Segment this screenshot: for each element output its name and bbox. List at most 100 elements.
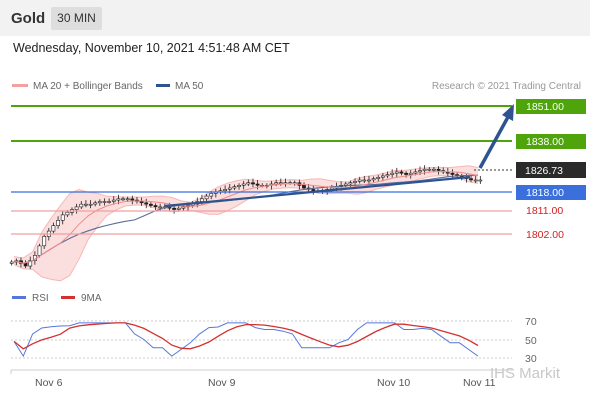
rsi-legend-swatch: [12, 296, 26, 299]
resistance-1-value: 1838.00: [526, 136, 564, 148]
candle-body: [200, 198, 204, 202]
candle-body: [478, 179, 483, 182]
candle-body: [371, 178, 376, 181]
copyright-text: Research © 2021 Trading Central: [432, 81, 581, 92]
candle-body: [278, 182, 283, 184]
bollinger-legend-label: MA 20 + Bollinger Bands: [33, 81, 143, 92]
support-1-value: 1811.00: [526, 205, 563, 217]
candle-body: [125, 198, 130, 201]
candle-body: [422, 168, 427, 171]
candle-body: [97, 201, 102, 204]
candle-body: [237, 185, 241, 187]
chart-datetime: Wednesday, November 10, 2021 4:51:48 AM …: [13, 41, 290, 55]
candle-body: [88, 203, 93, 206]
candle-body: [37, 245, 42, 256]
rsi-legend-label: RSI: [32, 293, 49, 304]
candle-body: [23, 262, 28, 267]
candle-body: [255, 183, 260, 186]
pivot-value: 1818.00: [526, 187, 564, 199]
rsi-ma-legend-swatch: [61, 296, 75, 299]
rsi-line: [13, 322, 479, 358]
candle-body: [436, 168, 441, 171]
candle-body: [427, 168, 432, 171]
candle-body: [51, 225, 56, 232]
candle-body: [60, 214, 65, 221]
candle-body: [223, 189, 228, 191]
candle-body: [353, 181, 357, 183]
candle-body: [111, 199, 116, 202]
candle-body: [274, 182, 279, 185]
candle-body: [121, 198, 125, 201]
candle-body: [241, 183, 246, 186]
candle-body: [473, 179, 478, 182]
candle-body: [469, 178, 473, 181]
candle-body: [102, 201, 107, 203]
pivot-tag: [516, 185, 586, 200]
rsi-lines-layer: [13, 322, 479, 358]
ma20-line: [13, 170, 479, 264]
candle-body: [227, 187, 232, 190]
candle-body: [158, 206, 163, 209]
candle-body: [130, 198, 135, 201]
candle-body: [84, 203, 88, 206]
instrument-title: Gold: [11, 10, 46, 27]
support-2-value: 1802.00: [526, 229, 564, 241]
candle-body: [357, 179, 362, 182]
candle-body: [42, 236, 47, 247]
ma50-legend-swatch: [156, 84, 170, 87]
candle-body: [9, 261, 14, 264]
candle-body: [144, 202, 149, 205]
x-label-nov6: Nov 6: [35, 377, 63, 389]
rsi-tick-70: 70: [525, 316, 537, 328]
support-trendline: [164, 175, 471, 208]
rsi-tick-30: 30: [525, 353, 537, 365]
candle-body: [172, 207, 177, 210]
candle-body: [232, 186, 237, 189]
watermark: IHS Markit: [490, 365, 561, 382]
resistance-2-tag: [516, 99, 586, 114]
candle-body: [362, 179, 367, 182]
candle-body: [107, 201, 112, 203]
candle-body: [153, 205, 158, 208]
candle-body: [209, 193, 214, 197]
x-label-nov11: Nov 11: [463, 377, 496, 389]
candle-body: [380, 175, 385, 178]
candle-body: [343, 183, 348, 186]
candle-body: [204, 195, 209, 200]
top-bar: Gold 30 MIN: [0, 0, 590, 36]
candle-body: [246, 182, 251, 185]
candle-body: [149, 203, 153, 206]
candle-body: [367, 179, 371, 182]
candle-body: [404, 172, 409, 175]
candle-body: [394, 171, 399, 174]
candle-body: [74, 206, 79, 210]
candle-body: [65, 211, 70, 216]
rsi-ma-line: [13, 322, 479, 350]
candle-body: [311, 189, 316, 191]
candle-body: [181, 206, 186, 209]
rsi-tick-50: 50: [525, 335, 537, 347]
bollinger-legend-swatch: [12, 84, 28, 87]
candle-body: [79, 203, 84, 208]
x-label-nov9: Nov 9: [208, 377, 236, 389]
candle-body: [251, 182, 255, 185]
projection-arrow-head: [502, 104, 514, 121]
candle-body: [302, 185, 306, 189]
candle-body: [418, 170, 422, 173]
candle-body: [348, 182, 353, 185]
interval-button[interactable]: 30 MIN: [51, 7, 102, 30]
candle-body: [408, 172, 413, 175]
bollinger-band-area: [14, 165, 478, 281]
candle-body: [28, 260, 33, 267]
rsi-ma-legend-label: 9MA: [81, 293, 102, 304]
resistance-1-tag: [516, 134, 586, 149]
candle-body: [450, 172, 455, 175]
ma50-legend-label: MA 50: [175, 81, 204, 92]
last-price-tag: [516, 162, 586, 178]
candle-body: [390, 172, 395, 175]
candle-body: [385, 174, 390, 177]
last-price-value: 1826.73: [525, 165, 563, 177]
projection-arrow-shaft: [478, 116, 510, 169]
candle-body: [376, 177, 381, 179]
